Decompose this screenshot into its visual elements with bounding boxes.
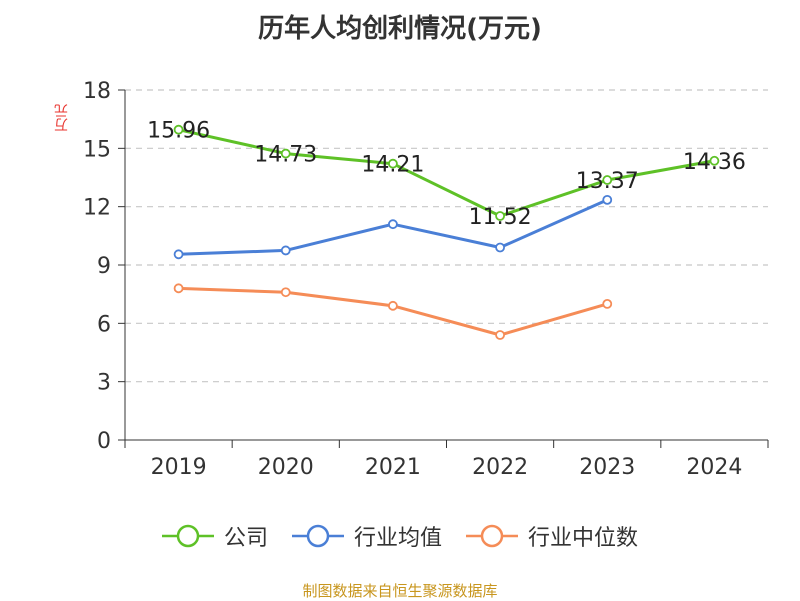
source-note: 制图数据来自恒生聚源数据库 <box>302 582 498 600</box>
legend-item[interactable]: 行业中位数 <box>466 520 638 552</box>
legend-swatch-icon <box>466 524 518 548</box>
series-point-0 <box>495 211 505 221</box>
series-point-2 <box>173 283 184 294</box>
x-tick-label: 2022 <box>472 455 528 480</box>
legend-label: 行业中位数 <box>528 526 639 551</box>
chart-title: 历年人均创利情况(万元) <box>258 14 542 44</box>
series-point-1 <box>173 249 184 260</box>
series-point-2 <box>388 300 398 311</box>
data-labels: 15.96 14.73 14.21 11.52 13.37 14.36 <box>147 119 746 230</box>
series-point-0 <box>280 148 291 159</box>
data-label: 14.36 <box>683 150 746 175</box>
x-tick-label: 2020 <box>258 455 314 480</box>
series-point-0 <box>173 124 184 135</box>
y-tick-label: 12 <box>83 196 111 221</box>
series-point-0 <box>602 175 613 185</box>
series-point-2 <box>280 287 291 298</box>
series-point-2 <box>602 298 613 309</box>
series-point-2 <box>495 330 505 340</box>
series-point-0 <box>388 158 398 169</box>
data-label: 13.37 <box>576 169 639 194</box>
data-label: 14.21 <box>361 153 424 178</box>
y-tick-label: 15 <box>83 137 111 162</box>
series-point-1 <box>280 245 291 256</box>
x-tick-label: 2023 <box>579 455 635 480</box>
axes: 0 3 6 9 12 15 18 2019 2020 2021 2022 2023 2024 <box>83 79 769 480</box>
y-tick-label: 9 <box>97 254 111 279</box>
grid-lines <box>125 89 768 383</box>
legend-label: 公司 <box>223 526 268 551</box>
data-label: 11.52 <box>469 205 532 230</box>
y-tick-label: 0 <box>97 429 111 454</box>
series-point-1 <box>388 219 398 230</box>
data-label: 14.73 <box>254 143 317 168</box>
y-tick-label: 6 <box>97 312 111 337</box>
x-tick-label: 2024 <box>686 455 742 480</box>
series-line-2 <box>178 286 608 337</box>
legend-item[interactable]: 公司 <box>161 520 268 552</box>
series-point-1 <box>495 242 505 253</box>
data-label: 15.96 <box>147 119 210 144</box>
y-tick-label: 18 <box>83 79 111 104</box>
legend-label: 行业均值 <box>353 526 442 551</box>
x-tick-label: 2019 <box>151 455 207 480</box>
legend-swatch-icon <box>161 524 214 548</box>
y-tick-label: 3 <box>97 371 111 396</box>
series-point-1 <box>602 194 613 205</box>
series-layer <box>173 124 720 340</box>
legend-swatch-icon <box>291 524 344 548</box>
legend: 公司 行业均值 行业中位数 <box>0 518 800 554</box>
series-line-0 <box>178 128 715 218</box>
legend-item[interactable]: 行业均值 <box>291 520 442 552</box>
series-point-0 <box>709 155 720 166</box>
x-tick-label: 2021 <box>365 455 421 480</box>
